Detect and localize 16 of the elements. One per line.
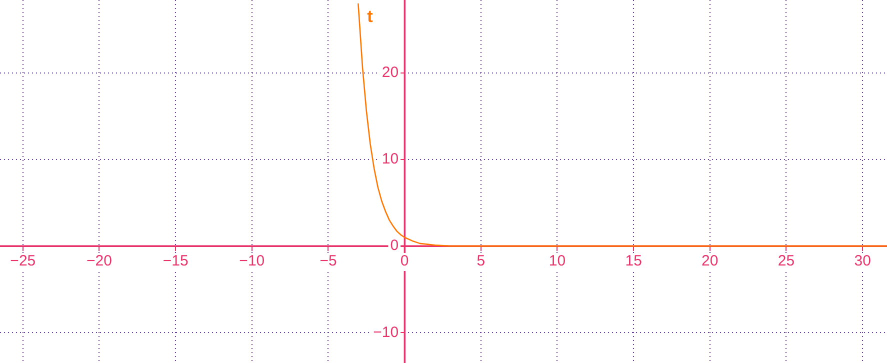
- x-tick-label: −5: [320, 252, 337, 270]
- x-tick-label: 5: [476, 252, 486, 270]
- y-tick-label: 0: [390, 237, 399, 254]
- x-tick-label: −25: [10, 252, 36, 270]
- y-tick-label: 20: [382, 64, 399, 81]
- x-tick-label: −15: [162, 252, 188, 270]
- x-tick-label: −20: [86, 252, 112, 270]
- x-tick-label: 25: [778, 252, 795, 270]
- series-label: t: [367, 7, 374, 26]
- x-tick-label: 10: [548, 252, 566, 270]
- y-tick-label: −10: [373, 324, 399, 341]
- x-tick-label: 20: [702, 252, 718, 270]
- y-tick-label: 10: [382, 150, 399, 168]
- x-tick-label: 30: [854, 252, 871, 270]
- x-tick-label: 15: [625, 252, 642, 270]
- x-tick-label: −10: [239, 252, 265, 270]
